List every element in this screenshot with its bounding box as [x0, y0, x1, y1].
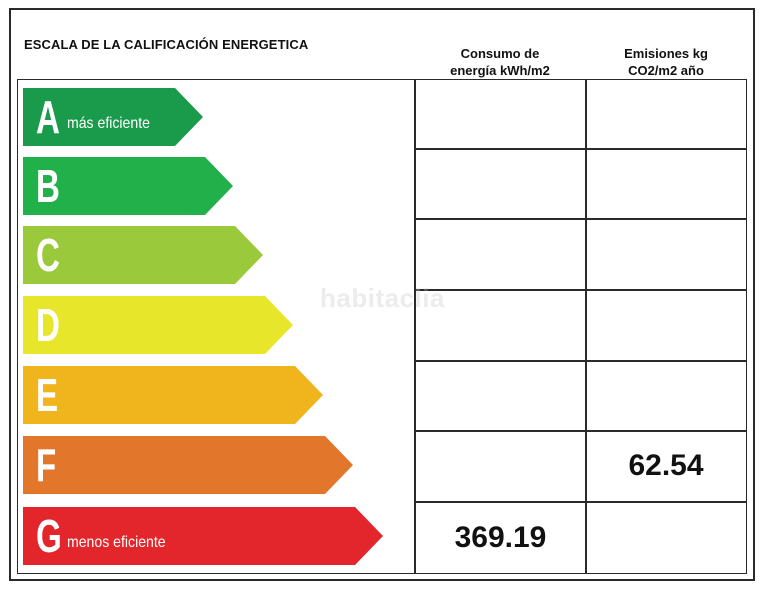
row-divider [414, 360, 747, 362]
emisiones-value: 62.54 [628, 449, 704, 482]
page-title: ESCALA DE LA CALIFICACIÓN ENERGETICA [24, 37, 309, 52]
consumo-header-line-1: Consumo de [460, 46, 540, 61]
rating-bar-b: B [23, 157, 233, 215]
arrow-shape [23, 296, 293, 354]
rating-letter: A [36, 91, 60, 143]
rating-sublabel: más eficiente [67, 115, 150, 132]
arrow-shape [23, 88, 203, 146]
row-divider [414, 148, 747, 150]
arrow-shape [23, 157, 233, 215]
rating-letter: E [36, 369, 59, 421]
column-divider [414, 79, 416, 574]
row-divider [414, 430, 747, 432]
emisiones-column-header: Emisiones kg CO2/m2 año [586, 45, 746, 79]
watermark: habitaclia [320, 283, 445, 313]
arrow-shape [23, 507, 383, 565]
consumo-header-line-2: energía kWh/m2 [450, 63, 550, 78]
emisiones-header-line-2: CO2/m2 año [628, 63, 704, 78]
arrow-shape [23, 366, 323, 424]
rating-bar-d: D [23, 296, 293, 354]
rating-letter: C [36, 229, 60, 281]
rating-bar-a: A más eficiente [23, 88, 203, 146]
arrow-shape [23, 226, 263, 284]
rating-table [17, 79, 747, 574]
rating-bar-f: F [23, 436, 353, 494]
emisiones-header-line-1: Emisiones kg [624, 46, 708, 61]
rating-bar-g: G menos eficiente [23, 507, 383, 565]
rating-letter: F [36, 439, 57, 491]
consumo-value: 369.19 [454, 520, 547, 554]
row-divider [414, 218, 747, 220]
rating-letter: G [36, 510, 62, 562]
row-divider [414, 289, 747, 291]
arrow-shape [23, 436, 353, 494]
consumo-column-header: Consumo de energía kWh/m2 [414, 45, 586, 79]
row-divider [414, 501, 747, 503]
rating-bar-e: E [23, 366, 323, 424]
rating-sublabel: menos eficiente [67, 534, 166, 551]
rating-bar-c: C [23, 226, 263, 284]
column-divider [585, 79, 587, 574]
rating-letter: D [36, 299, 60, 351]
rating-letter: B [36, 160, 60, 212]
